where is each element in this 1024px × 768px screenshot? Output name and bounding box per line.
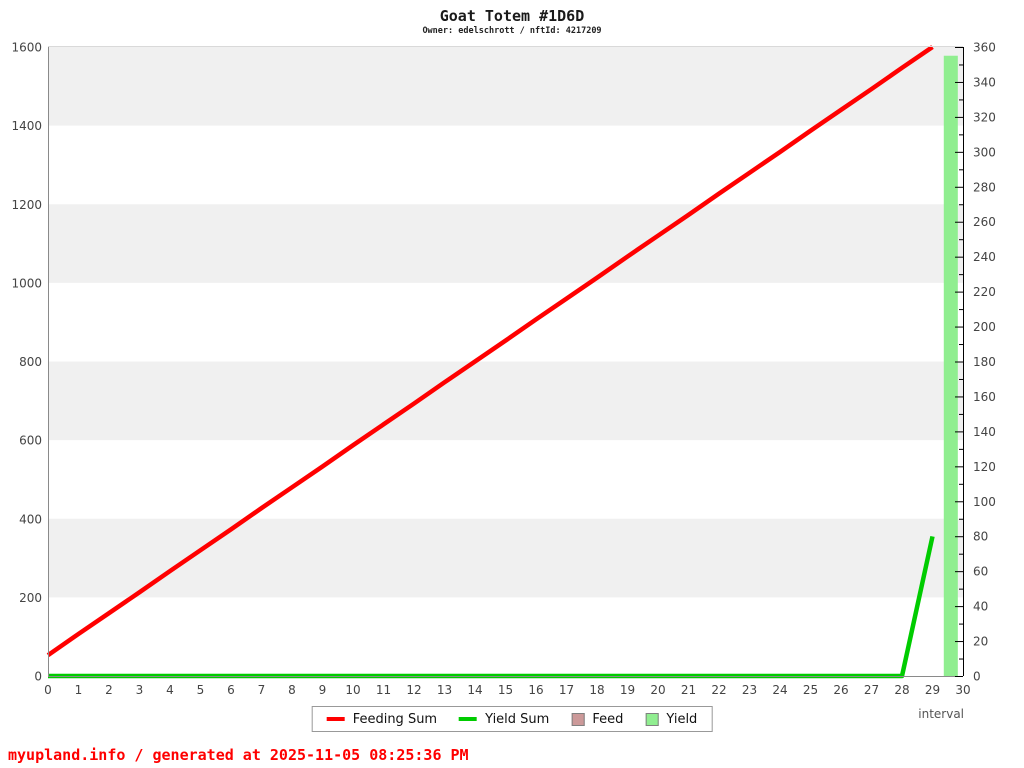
yield-bar	[943, 55, 958, 677]
right-axis-tick-label: 100	[973, 495, 996, 509]
x-axis-tick-label: 20	[650, 683, 665, 697]
footer-generated-note: myupland.info / generated at 2025-11-05 …	[8, 746, 469, 764]
legend-item-yield-sum: Yield Sum	[459, 712, 549, 727]
right-axis-tick-label: 120	[973, 460, 996, 474]
right-axis-tick-label: 200	[973, 320, 996, 334]
right-axis-tick-label: 240	[973, 250, 996, 264]
legend-label-yield-sum: Yield Sum	[485, 711, 550, 727]
yield-sum-line-swatch-icon	[459, 717, 478, 721]
chart-title: Goat Totem #1D6D	[439, 7, 585, 25]
x-axis-tick-label: 28	[894, 683, 909, 697]
left-axis-tick-label: 600	[19, 434, 42, 448]
right-axis-tick-label: 260	[973, 215, 996, 229]
legend-item-yield: Yield	[645, 712, 697, 727]
x-axis-tick-label: 24	[772, 683, 787, 697]
left-axis-tick-label: 1400	[11, 119, 42, 133]
right-axis-tick-label: 180	[973, 355, 996, 369]
x-axis-tick-label: 30	[955, 683, 970, 697]
right-axis-tick-label: 0	[973, 670, 981, 684]
grid-band	[48, 361, 963, 441]
yield-box-swatch-icon	[645, 712, 659, 726]
x-axis-tick-label: 8	[288, 683, 296, 697]
right-axis-tick-label: 300	[973, 145, 996, 159]
x-axis-tick-label: 17	[559, 683, 574, 697]
x-axis-tick-label: 7	[258, 683, 266, 697]
right-axis-tick-label: 140	[973, 425, 996, 439]
x-axis-tick-label: 18	[589, 683, 604, 697]
x-axis-tick-label: 9	[319, 683, 327, 697]
feed-box-swatch-icon	[571, 712, 585, 726]
x-axis-tick-label: 29	[925, 683, 940, 697]
left-axis-tick-label: 200	[19, 591, 42, 605]
x-axis-tick-label: 5	[197, 683, 205, 697]
x-axis-tick-label: 12	[406, 683, 421, 697]
right-axis-tick-label: 360	[973, 41, 996, 55]
x-axis-tick-label: 23	[742, 683, 757, 697]
x-axis-tick-label: 10	[345, 683, 360, 697]
right-axis-tick-label: 80	[973, 530, 988, 544]
legend-label-feed: Feed	[592, 711, 624, 727]
left-axis-tick-label: 1200	[11, 198, 42, 212]
x-axis-tick-label: 0	[44, 683, 52, 697]
right-axis-tick-label: 280	[973, 180, 996, 194]
left-axis-tick-label: 400	[19, 512, 42, 526]
x-axis-tick-label: 2	[105, 683, 113, 697]
x-axis-tick-label: 25	[803, 683, 818, 697]
right-axis-tick-label: 220	[973, 285, 996, 299]
right-axis-tick-label: 160	[973, 390, 996, 404]
x-axis-tick-label: 27	[864, 683, 879, 697]
right-axis-tick-label: 340	[973, 75, 996, 89]
right-axis-tick-label: 60	[973, 565, 988, 579]
chart-canvas: 0204060801001201401601802002202402602803…	[11, 41, 996, 698]
x-axis-tick-label: 22	[711, 683, 726, 697]
left-axis-tick-label: 0	[34, 670, 42, 684]
x-axis-tick-label: 6	[227, 683, 235, 697]
right-axis-tick-label: 20	[973, 635, 988, 649]
legend-label-feeding-sum: Feeding Sum	[352, 711, 438, 727]
chart-subtitle: Owner: edelschrott / nftId: 4217209	[422, 26, 602, 36]
grid-band	[48, 518, 963, 598]
grid-band	[48, 204, 963, 283]
x-axis-tick-label: 11	[376, 683, 391, 697]
left-axis-tick-label: 1000	[11, 276, 42, 290]
x-axis-label: interval	[918, 707, 964, 721]
x-axis-tick-label: 4	[166, 683, 174, 697]
legend-item-feed: Feed	[571, 712, 623, 727]
x-axis-tick-label: 3	[136, 683, 144, 697]
grid-band	[48, 47, 963, 126]
x-axis-tick-label: 1	[75, 683, 83, 697]
x-axis-tick-label: 15	[498, 683, 513, 697]
x-axis-tick-label: 16	[528, 683, 543, 697]
chart-legend: Feeding Sum Yield Sum Feed Yield	[311, 706, 713, 732]
x-axis-tick-label: 21	[681, 683, 696, 697]
right-axis-tick-label: 320	[973, 110, 996, 124]
x-axis-tick-label: 14	[467, 683, 482, 697]
legend-item-feeding-sum: Feeding Sum	[326, 711, 438, 727]
left-axis-tick-label: 800	[19, 355, 42, 369]
x-axis-tick-label: 26	[833, 683, 848, 697]
legend-label-yield: Yield	[666, 711, 698, 727]
feeding-sum-line	[46, 45, 934, 658]
feeding-sum-line-swatch-icon	[326, 717, 345, 721]
x-axis-tick-label: 19	[620, 683, 635, 697]
x-axis-tick-label: 13	[437, 683, 452, 697]
left-axis-tick-label: 1600	[11, 41, 42, 55]
right-axis-tick-label: 40	[973, 600, 988, 614]
